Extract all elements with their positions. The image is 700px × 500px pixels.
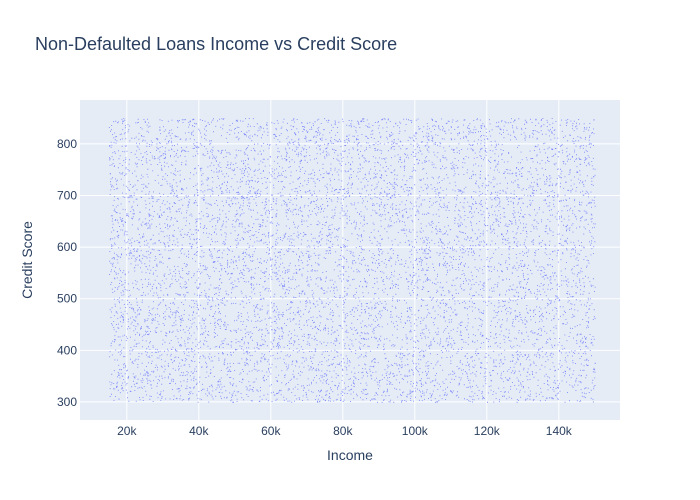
y-tick-label: 300 — [57, 395, 77, 409]
x-tick-label: 60k — [261, 424, 281, 438]
y-tick-label: 800 — [57, 137, 77, 151]
y-axis-title: Credit Score — [19, 221, 35, 299]
scatter-points — [108, 118, 596, 403]
x-tick-label: 20k — [117, 424, 137, 438]
data-points — [108, 118, 596, 403]
plot-background — [80, 100, 620, 420]
chart-title: Non-Defaulted Loans Income vs Credit Sco… — [35, 34, 397, 54]
y-tick-labels: 300 400 500 600 700 800 — [57, 137, 77, 409]
y-tick-label: 500 — [57, 292, 77, 306]
x-tick-label: 80k — [333, 424, 353, 438]
x-tick-label: 140k — [546, 424, 573, 438]
y-tick-label: 600 — [57, 240, 77, 254]
x-tick-label: 120k — [474, 424, 501, 438]
y-tick-label: 400 — [57, 343, 77, 357]
x-tick-label: 100k — [402, 424, 429, 438]
x-tick-label: 40k — [189, 424, 209, 438]
y-tick-label: 700 — [57, 188, 77, 202]
x-tick-labels: 20k 40k 60k 80k 100k 120k 140k — [117, 424, 573, 438]
x-axis-title: Income — [327, 447, 373, 463]
